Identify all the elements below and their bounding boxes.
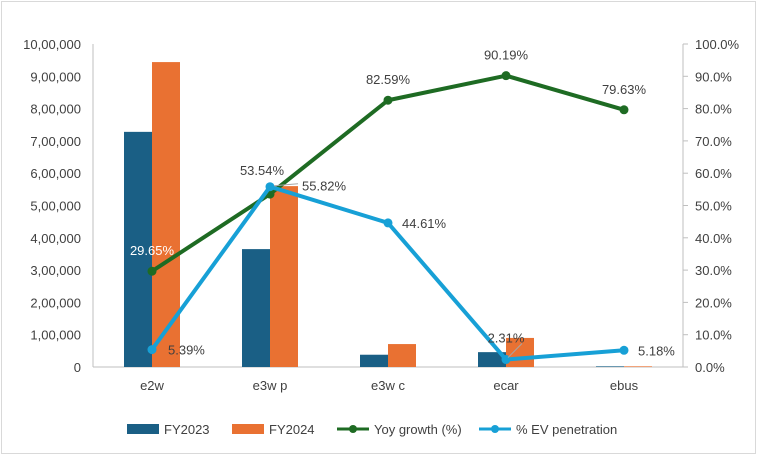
line-yoy-growth: [150, 73, 625, 273]
marker-yoy-growth: [619, 105, 629, 115]
right-axis-tick-label: 30.0%: [695, 263, 732, 278]
left-axis-tick-label: 1,00,000: [30, 328, 81, 343]
data-label-ev-penetration: 5.18%: [638, 343, 675, 358]
data-label-ev-penetration: 55.82%: [302, 179, 347, 194]
data-label-ev-penetration: 2.31%: [488, 331, 525, 346]
x-axis-tick-label: e3w c: [371, 378, 405, 393]
line-ev-penetration: [150, 184, 625, 362]
right-axis-tick-label: 70.0%: [695, 134, 732, 149]
data-label-yoy-growth: 79.63%: [602, 82, 647, 97]
legend-yoy-growth-label: Yoy growth (%): [374, 422, 462, 437]
legend--ev-penetration-marker: [491, 425, 499, 433]
marker-ev-penetration: [383, 218, 393, 228]
x-axis-tick-label: e2w: [140, 378, 164, 393]
marker-ev-penetration: [265, 182, 275, 192]
right-axis-tick-label: 50.0%: [695, 199, 732, 214]
left-axis-tick-label: 7,00,000: [30, 134, 81, 149]
bar-fy2024-ecar: [506, 337, 534, 367]
right-axis-tick-label: 0.0%: [695, 360, 725, 375]
bar-fy2023-ebus: [596, 366, 624, 367]
combo-chart: 0 1,00,000 2,00,000 3,00,000 4,00,000 5,00,00…: [23, 37, 740, 437]
right-axis-tick-label: 90.0%: [695, 69, 732, 84]
data-label-ev-penetration: 44.61%: [402, 216, 447, 231]
bar-fy2023-e2w: [124, 131, 152, 367]
left-axis-tick-label: 2,00,000: [30, 295, 81, 310]
bar-fy2023-ecar: [478, 352, 506, 367]
left-axis-tick-label: 3,00,000: [30, 263, 81, 278]
legend-fy2024-label: FY2024: [269, 422, 315, 437]
bar-fy2023-e3w-c: [360, 354, 388, 367]
x-axis-tick-label: ecar: [493, 378, 519, 393]
marker-ev-penetration: [619, 345, 629, 355]
right-axis-tick-label: 100.0%: [695, 37, 740, 52]
left-axis-tick-label: 10,00,000: [23, 37, 81, 52]
data-label-yoy-growth: 90.19%: [484, 48, 529, 63]
bar-fy2024-e3w-c: [388, 344, 416, 367]
legend-fy2023-swatch: [127, 424, 159, 434]
legend-fy2023-label: FY2023: [164, 422, 210, 437]
right-axis-tick-label: 60.0%: [695, 166, 732, 181]
marker-ev-penetration: [147, 345, 157, 355]
bar-fy2024-ebus: [624, 366, 652, 367]
left-axis-tick-label: 5,00,000: [30, 199, 81, 214]
data-label-ev-penetration: 5.39%: [168, 343, 205, 358]
x-axis-tick-label: e3w p: [253, 378, 288, 393]
data-label-yoy-growth: 82.59%: [366, 72, 411, 87]
leader-line: [273, 183, 299, 187]
left-axis-tick-label: 8,00,000: [30, 102, 81, 117]
right-axis-tick-label: 20.0%: [695, 295, 732, 310]
chart-frame: 0 1,00,000 2,00,000 3,00,000 4,00,000 5,00,00…: [1, 1, 756, 454]
bar-fy2024-e3w-p: [270, 186, 298, 367]
left-axis-tick-label: 0: [74, 360, 81, 375]
x-axis-tick-label: ebus: [610, 378, 639, 393]
legend--ev-penetration-label: % EV penetration: [516, 422, 617, 437]
left-axis-tick-label: 9,00,000: [30, 69, 81, 84]
bar-fy2024-e2w: [152, 62, 180, 367]
left-axis-tick-label: 4,00,000: [30, 231, 81, 246]
marker-yoy-growth: [147, 266, 157, 276]
left-axis-tick-label: 6,00,000: [30, 166, 81, 181]
legend-fy2024-swatch: [232, 424, 264, 434]
marker-yoy-growth: [501, 71, 511, 81]
bar-fy2023-e3w-p: [242, 249, 270, 367]
legend-yoy-growth-marker: [349, 425, 357, 433]
data-label-yoy-growth: 53.54%: [240, 163, 285, 178]
right-axis-tick-label: 40.0%: [695, 231, 732, 246]
data-label-yoy-growth: 29.65%: [130, 243, 175, 258]
right-axis-tick-label: 80.0%: [695, 102, 732, 117]
marker-yoy-growth: [383, 95, 393, 105]
right-axis-tick-label: 10.0%: [695, 328, 732, 343]
leader-line: [507, 343, 523, 358]
